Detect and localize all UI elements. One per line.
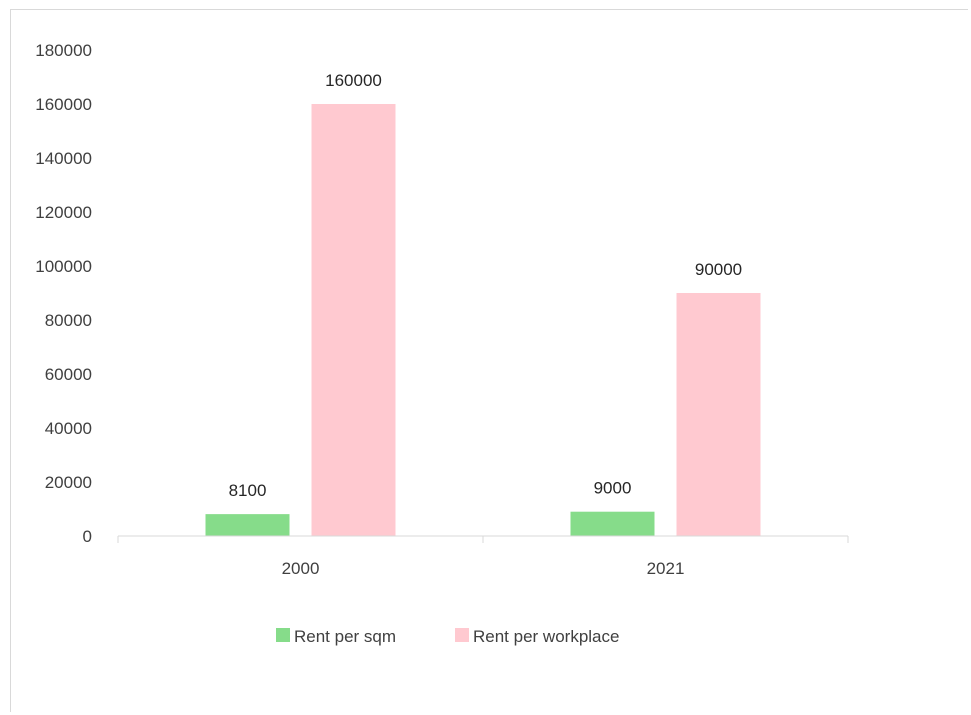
legend-label: Rent per sqm <box>294 627 396 646</box>
y-tick-label: 140000 <box>35 149 92 168</box>
bar-data-label: 160000 <box>325 71 382 90</box>
legend-swatch <box>455 628 469 642</box>
bar <box>570 511 655 536</box>
bar-data-label: 8100 <box>229 481 267 500</box>
data-labels: 8100 160000 9000 90000 <box>229 71 743 500</box>
bar <box>205 514 290 536</box>
bar-data-label: 90000 <box>695 260 742 279</box>
legend-swatch <box>276 628 290 642</box>
y-tick-label: 80000 <box>45 311 92 330</box>
x-axis: 2000 2021 <box>117 535 849 578</box>
legend-label: Rent per workplace <box>473 627 619 646</box>
x-tick-label: 2000 <box>282 559 320 578</box>
y-tick-label: 160000 <box>35 95 92 114</box>
bars <box>205 104 761 536</box>
legend: Rent per sqm Rent per workplace <box>276 627 619 646</box>
y-tick-label: 40000 <box>45 419 92 438</box>
bar-data-label: 9000 <box>594 479 632 498</box>
y-axis-ticks: 0 20000 40000 60000 80000 100000 120000 140000 1… <box>35 41 92 546</box>
bar <box>676 293 761 536</box>
y-tick-label: 120000 <box>35 203 92 222</box>
y-tick-label: 180000 <box>35 41 92 60</box>
y-tick-label: 0 <box>83 527 92 546</box>
chart-frame <box>10 9 968 712</box>
x-tick-label: 2021 <box>647 559 685 578</box>
y-tick-label: 60000 <box>45 365 92 384</box>
y-tick-label: 20000 <box>45 473 92 492</box>
bar <box>311 104 396 536</box>
y-tick-label: 100000 <box>35 257 92 276</box>
